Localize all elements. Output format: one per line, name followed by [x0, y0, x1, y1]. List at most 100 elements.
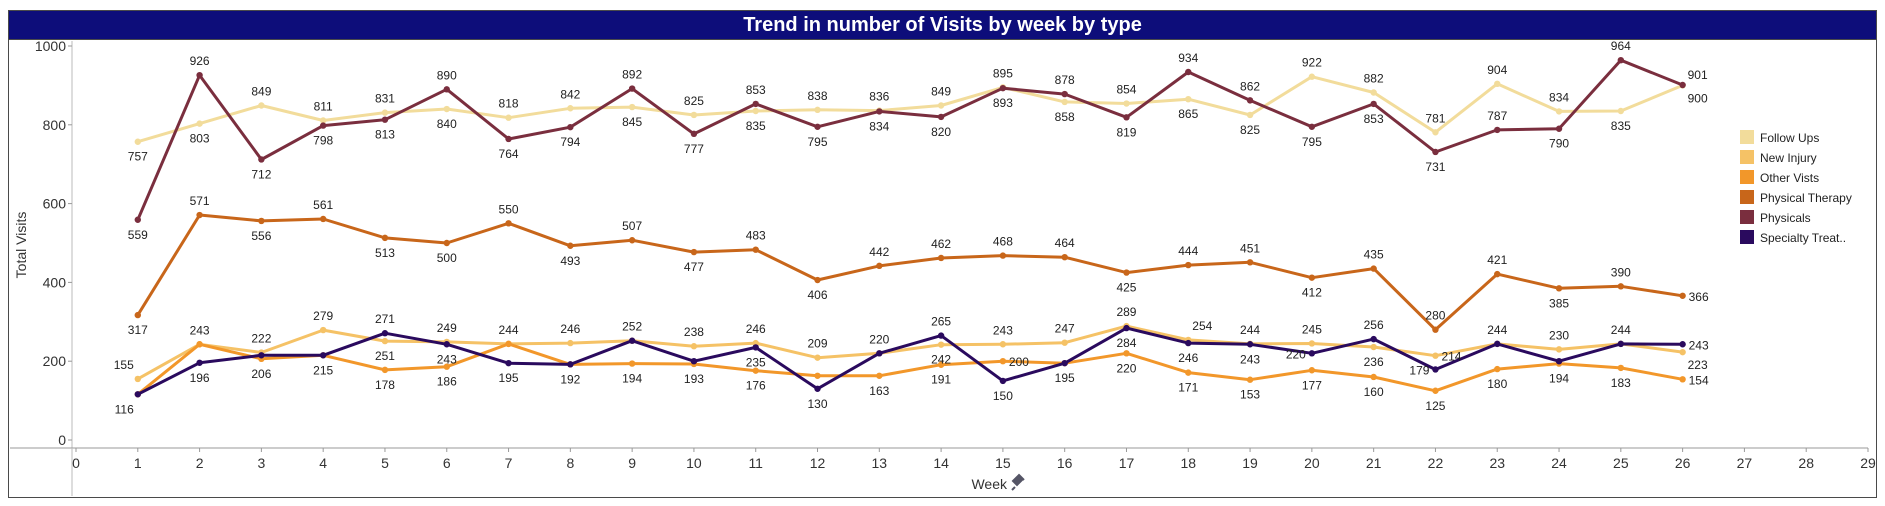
data-point	[628, 360, 636, 367]
data-point	[381, 234, 389, 242]
legend-label: Follow Ups	[1760, 131, 1819, 145]
data-label: 890	[437, 68, 457, 82]
data-label: 154	[1689, 373, 1709, 387]
data-point	[1308, 73, 1316, 80]
legend-label: Other Vists	[1760, 171, 1819, 185]
legend-label: Physicals	[1760, 211, 1811, 225]
data-label: 243	[190, 323, 210, 337]
data-label: 764	[499, 147, 519, 161]
x-tick-label: 0	[72, 455, 80, 471]
data-point	[1679, 292, 1686, 299]
data-point	[628, 85, 636, 92]
data-label: 922	[1302, 56, 1322, 70]
data-point	[381, 366, 389, 374]
data-point	[1432, 366, 1439, 373]
data-point	[1246, 376, 1254, 383]
data-point	[752, 100, 759, 108]
data-label: 412	[1302, 286, 1322, 300]
data-point	[1617, 364, 1625, 372]
data-point	[999, 358, 1007, 365]
data-label: 209	[808, 337, 828, 351]
series-line	[137, 324, 1683, 381]
data-point	[1370, 335, 1377, 343]
data-point	[134, 391, 141, 398]
x-tick-label: 11	[748, 455, 763, 471]
data-point	[505, 114, 512, 121]
data-point	[752, 107, 759, 115]
legend-swatch	[1740, 170, 1754, 184]
data-point	[567, 361, 574, 368]
x-tick-label: 13	[872, 455, 888, 471]
x-tick-label: 28	[1798, 455, 1814, 471]
data-point	[319, 215, 327, 223]
data-label: 243	[437, 352, 457, 366]
data-point	[134, 216, 141, 223]
data-point	[1494, 270, 1501, 278]
data-label: 256	[1364, 318, 1384, 332]
data-point	[319, 326, 327, 334]
data-point	[1308, 350, 1316, 357]
data-point	[628, 237, 636, 244]
data-label: 878	[1055, 73, 1075, 87]
data-point	[1432, 387, 1439, 394]
data-point	[1555, 346, 1563, 353]
data-label: 195	[1055, 371, 1075, 385]
data-point	[814, 106, 821, 114]
data-label: 500	[437, 251, 457, 265]
y-tick-label: 200	[43, 353, 67, 369]
data-label: 194	[1549, 372, 1569, 386]
data-label: 194	[622, 372, 642, 386]
data-point	[1123, 324, 1130, 332]
data-point	[690, 248, 698, 256]
data-point	[134, 138, 141, 145]
y-tick-label: 0	[58, 432, 66, 448]
data-label: 252	[622, 320, 642, 334]
data-label: 246	[1178, 351, 1198, 365]
series-line	[136, 58, 1684, 221]
data-point	[196, 120, 203, 127]
data-point	[1617, 56, 1625, 64]
data-label: 242	[931, 353, 951, 367]
data-point	[1123, 269, 1130, 276]
data-label: 757	[128, 150, 148, 164]
data-point	[1555, 285, 1563, 292]
data-point	[999, 84, 1007, 92]
data-point	[628, 103, 636, 111]
data-point	[196, 71, 203, 79]
data-point	[443, 363, 450, 370]
data-point	[381, 109, 389, 116]
data-label: 550	[499, 202, 519, 216]
data-label: 191	[931, 373, 951, 387]
data-label: 244	[1611, 323, 1631, 337]
data-point	[1432, 352, 1439, 359]
data-point	[505, 340, 512, 348]
data-point	[1308, 340, 1316, 347]
x-tick-label: 7	[505, 455, 513, 471]
data-point	[1185, 339, 1192, 347]
data-label: 317	[128, 323, 148, 337]
data-label: 179	[1409, 363, 1429, 377]
data-label: 818	[499, 97, 519, 111]
data-point	[937, 254, 945, 262]
data-point	[1555, 108, 1563, 115]
data-label: 195	[499, 371, 519, 385]
legend-label: Specialty Treat..	[1760, 231, 1846, 245]
data-point	[1370, 343, 1377, 351]
data-label: 243	[993, 323, 1013, 337]
data-label: 220	[1116, 361, 1136, 375]
data-point	[258, 217, 265, 225]
data-label: 279	[313, 309, 333, 323]
data-point	[1617, 107, 1625, 115]
data-label: 803	[190, 132, 210, 146]
chart-frame: Trend in number of Visits by week by typ…	[8, 10, 1877, 498]
x-tick-label: 22	[1428, 455, 1444, 471]
legend-swatch	[1740, 210, 1754, 224]
data-point	[690, 130, 698, 138]
data-point	[814, 276, 821, 284]
data-label: 556	[251, 229, 271, 243]
data-point	[196, 359, 203, 366]
data-point	[1679, 348, 1686, 356]
data-point	[1185, 68, 1192, 76]
data-point	[999, 341, 1007, 348]
